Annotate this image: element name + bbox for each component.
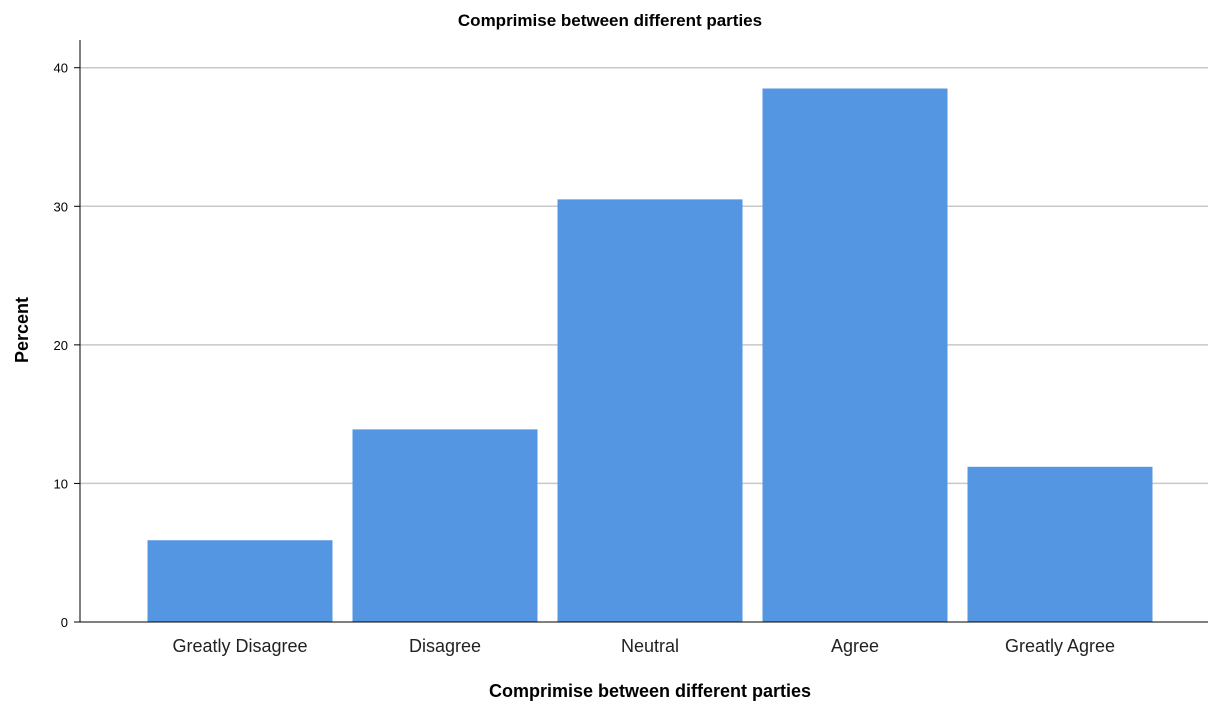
x-tick-label: Neutral bbox=[621, 636, 679, 656]
x-tick-label: Disagree bbox=[409, 636, 481, 656]
bar-greatly-disagree bbox=[147, 540, 333, 622]
y-tick-label: 0 bbox=[61, 615, 68, 630]
bar-greatly-agree bbox=[967, 466, 1153, 622]
bar-neutral bbox=[557, 199, 743, 622]
x-tick-label: Agree bbox=[831, 636, 879, 656]
y-tick-label: 30 bbox=[54, 199, 68, 214]
y-axis-label: Percent bbox=[12, 297, 32, 363]
bar-agree bbox=[762, 88, 948, 622]
y-tick-label: 10 bbox=[54, 476, 68, 491]
x-tick-label: Greatly Disagree bbox=[172, 636, 307, 656]
x-axis: Greatly Disagree Disagree Neutral Agree Grea… bbox=[80, 621, 1208, 656]
y-tick-label: 40 bbox=[54, 61, 68, 76]
chart-title: Comprimise between different parties bbox=[458, 11, 762, 30]
y-axis: 0 10 20 30 40 bbox=[54, 40, 81, 630]
bar-disagree bbox=[352, 429, 538, 622]
x-tick-label: Greatly Agree bbox=[1005, 636, 1115, 656]
x-axis-label: Comprimise between different parties bbox=[489, 681, 811, 701]
y-tick-label: 20 bbox=[54, 338, 68, 353]
bars bbox=[147, 88, 1153, 622]
